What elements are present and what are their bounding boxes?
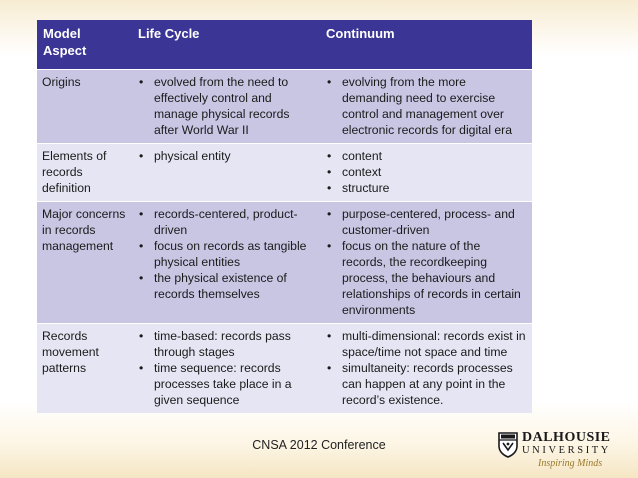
bullet-list: records-centered, product-drivenfocus on… bbox=[138, 206, 314, 302]
table-row: Originsevolved from the need to effectiv… bbox=[37, 69, 532, 144]
bullet-item: simultaneity: records processes can happ… bbox=[326, 360, 526, 408]
bullet-item: context bbox=[326, 164, 526, 180]
cell-continuum: purpose-centered, process- and customer-… bbox=[320, 201, 532, 324]
cell-life-cycle: time-based: records pass through stagest… bbox=[132, 323, 320, 413]
cell-continuum: evolving from the more demanding need to… bbox=[320, 69, 532, 144]
logo-name-line2: UNIVERSITY bbox=[522, 445, 611, 456]
dalhousie-logo: DALHOUSIE UNIVERSITY Inspiring Minds bbox=[498, 430, 634, 470]
bullet-item: the physical existence of records themse… bbox=[138, 270, 314, 302]
logo-tagline: Inspiring Minds bbox=[538, 458, 603, 469]
cell-aspect: Records movement patterns bbox=[37, 323, 132, 413]
bullet-item: time-based: records pass through stages bbox=[138, 328, 314, 360]
cell-continuum: contentcontextstructure bbox=[320, 143, 532, 202]
logo-name-line1: DALHOUSIE bbox=[522, 430, 611, 445]
table-row: Major concerns in records managementreco… bbox=[37, 201, 532, 324]
cell-aspect: Major concerns in records management bbox=[37, 201, 132, 324]
bullet-item: purpose-centered, process- and customer-… bbox=[326, 206, 526, 238]
bullet-item: focus on records as tangible physical en… bbox=[138, 238, 314, 270]
header-continuum: Continuum bbox=[320, 20, 532, 70]
header-model-aspect: Model Aspect bbox=[37, 20, 132, 70]
bullet-item: time sequence: records processes take pl… bbox=[138, 360, 314, 408]
bullet-list: physical entity bbox=[138, 148, 314, 164]
bullet-item: structure bbox=[326, 180, 526, 196]
footer-conference: CNSA 2012 Conference bbox=[252, 438, 386, 452]
bullet-list: time-based: records pass through stagest… bbox=[138, 328, 314, 408]
bullet-item: evolved from the need to effectively con… bbox=[138, 74, 314, 138]
bullet-item: records-centered, product-driven bbox=[138, 206, 314, 238]
cell-continuum: multi-dimensional: records exist in spac… bbox=[320, 323, 532, 413]
table-row: Elements of records definition physical e… bbox=[37, 143, 532, 202]
table-row: Records movement patternstime-based: rec… bbox=[37, 323, 532, 413]
table-body: Originsevolved from the need to effectiv… bbox=[37, 69, 532, 413]
crest-icon bbox=[498, 432, 518, 458]
cell-aspect: Elements of records definition bbox=[37, 143, 132, 202]
bullet-item: focus on the nature of the records, the … bbox=[326, 238, 526, 318]
bullet-item: multi-dimensional: records exist in spac… bbox=[326, 328, 526, 360]
slide-background-bottom bbox=[0, 400, 638, 478]
cell-life-cycle: records-centered, product-drivenfocus on… bbox=[132, 201, 320, 324]
bullet-list: evolving from the more demanding need to… bbox=[326, 74, 526, 138]
bullet-list: purpose-centered, process- and customer-… bbox=[326, 206, 526, 318]
cell-life-cycle: physical entity bbox=[132, 143, 320, 202]
bullet-list: evolved from the need to effectively con… bbox=[138, 74, 314, 138]
cell-life-cycle: evolved from the need to effectively con… bbox=[132, 69, 320, 144]
bullet-list: multi-dimensional: records exist in spac… bbox=[326, 328, 526, 408]
cell-aspect: Origins bbox=[37, 69, 132, 144]
bullet-list: contentcontextstructure bbox=[326, 148, 526, 196]
table-header-row: Model Aspect Life Cycle Continuum bbox=[37, 20, 532, 70]
bullet-item: evolving from the more demanding need to… bbox=[326, 74, 526, 138]
bullet-item: physical entity bbox=[138, 148, 314, 164]
header-life-cycle: Life Cycle bbox=[132, 20, 320, 70]
comparison-table: Model Aspect Life Cycle Continuum Origins… bbox=[37, 20, 532, 413]
bullet-item: content bbox=[326, 148, 526, 164]
